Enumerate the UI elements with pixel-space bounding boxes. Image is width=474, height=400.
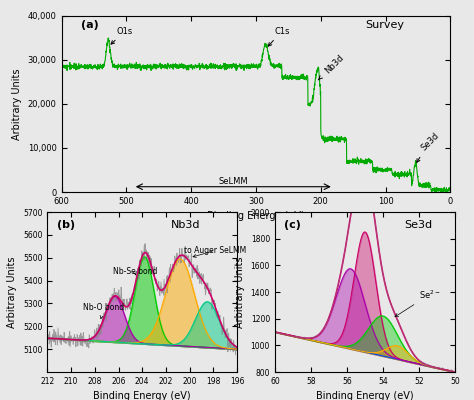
Text: Se3d: Se3d [417, 131, 441, 162]
Text: C1s: C1s [268, 26, 290, 46]
Text: (c): (c) [284, 220, 301, 230]
Text: Survey: Survey [365, 20, 404, 30]
Text: (b): (b) [57, 220, 75, 230]
Text: (a): (a) [81, 20, 99, 30]
Y-axis label: Arbitrary Units: Arbitrary Units [8, 256, 18, 328]
X-axis label: Binding Energy (eV): Binding Energy (eV) [93, 392, 191, 400]
Y-axis label: Arbitrary Units: Arbitrary Units [12, 68, 22, 140]
Y-axis label: Arbitrary Units: Arbitrary Units [235, 256, 245, 328]
Text: Nb3d: Nb3d [171, 220, 200, 230]
X-axis label: Binding Energy (eV): Binding Energy (eV) [316, 392, 414, 400]
Text: Nb-O bond: Nb-O bond [83, 303, 124, 319]
Text: Se$^{2-}$: Se$^{2-}$ [395, 288, 441, 317]
Text: O1s: O1s [111, 26, 133, 44]
Text: Nb-Se bond: Nb-Se bond [112, 267, 157, 276]
Text: SeLMM: SeLMM [219, 177, 248, 186]
Text: Nb3d: Nb3d [318, 53, 345, 80]
X-axis label: Binding Energy (eV): Binding Energy (eV) [207, 212, 305, 222]
Text: Se3d: Se3d [405, 220, 433, 230]
Text: to Auger SeLMM: to Auger SeLMM [184, 246, 246, 257]
